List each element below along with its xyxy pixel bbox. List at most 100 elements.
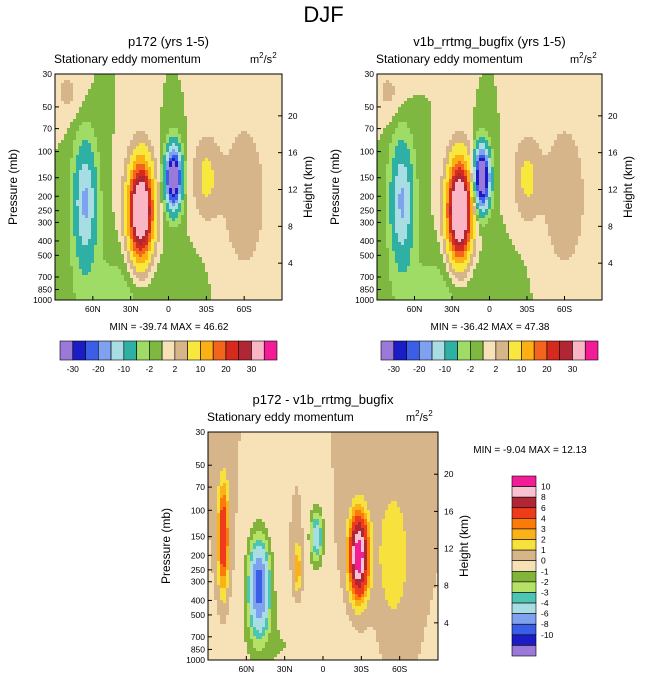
colorbar-label: 4 <box>541 513 546 523</box>
colorbar-box <box>444 340 458 361</box>
height-tick-label: 12 <box>288 185 298 195</box>
y-tick-label: 50 <box>196 460 206 470</box>
y-tick-label: 200 <box>38 191 52 201</box>
colorbar-box <box>511 592 537 604</box>
colorbar-label: 6 <box>541 503 546 513</box>
height-tick-label: 20 <box>608 111 618 121</box>
colorbar-label: 10 <box>541 482 551 492</box>
colorbar-box <box>511 507 537 519</box>
colorbar-box <box>200 340 214 361</box>
colorbar-box <box>161 340 176 361</box>
y-tick-label: 700 <box>360 272 374 282</box>
x-tick-label: 60N <box>85 304 101 314</box>
panel-title: p172 - v1b_rrtmg_bugfix <box>253 392 394 407</box>
colorbar-label: 3 <box>541 524 546 534</box>
y-tick-label: 850 <box>38 285 52 295</box>
colorbar-label: -10 <box>118 364 131 374</box>
colorbar-box <box>212 340 227 361</box>
y-tick-label: 30 <box>365 69 375 79</box>
height-tick-label: 12 <box>608 185 618 195</box>
min-max-stats: MIN = -39.74 MAX = 46.62 <box>110 322 229 333</box>
y-tick-label: 1000 <box>186 655 205 665</box>
colorbar-label: -2 <box>541 577 549 587</box>
colorbar-box <box>110 340 125 361</box>
colorbar-label: 2 <box>494 364 499 374</box>
colorbar-box <box>511 518 537 530</box>
colorbar-label: 8 <box>541 492 546 502</box>
colorbar-label: -30 <box>388 364 401 374</box>
height-tick-label: 8 <box>288 221 293 231</box>
colorbar-label: -30 <box>67 364 80 374</box>
height-tick-label: 4 <box>608 258 613 268</box>
y-tick-label: 70 <box>365 124 375 134</box>
y-axis-title-right: Height (km) <box>457 515 471 577</box>
y-tick-label: 850 <box>191 644 205 654</box>
colorbar-box <box>72 340 86 361</box>
colorbar-box <box>521 340 535 361</box>
x-tick-label: 0 <box>487 304 492 314</box>
y-tick-label: 300 <box>191 577 205 587</box>
colorbar-box <box>511 560 537 572</box>
y-tick-label: 500 <box>191 610 205 620</box>
colorbar-box <box>511 623 537 636</box>
colorbar-label: 20 <box>542 364 552 374</box>
colorbar-box <box>511 528 537 540</box>
y-tick-label: 700 <box>191 632 205 642</box>
units-label: m2/s2 <box>570 51 597 66</box>
y-tick-label: 300 <box>38 217 52 227</box>
colorbar-label: 30 <box>247 364 257 374</box>
y-tick-label: 150 <box>38 173 52 183</box>
y-tick-label: 1000 <box>355 295 374 305</box>
height-tick-label: 20 <box>288 111 298 121</box>
colorbar-box <box>508 340 522 361</box>
y-tick-label: 30 <box>196 427 206 437</box>
colorbar-box <box>123 340 137 361</box>
units-label: m2/s2 <box>406 409 433 424</box>
y-tick-label: 1000 <box>33 295 52 305</box>
colorbar-label: -10 <box>541 630 554 640</box>
colorbar-box <box>149 340 163 361</box>
colorbar-box <box>431 340 446 361</box>
panel-subtitle: Stationary eddy momentum <box>54 52 201 66</box>
x-tick-label: 60S <box>392 664 407 674</box>
colorbar-box <box>457 340 471 361</box>
colorbar-box <box>559 340 573 361</box>
colorbar-label: 1 <box>541 545 546 555</box>
x-tick-label: 30N <box>444 304 460 314</box>
x-tick-label: 30N <box>123 304 139 314</box>
height-tick-label: 4 <box>288 258 293 268</box>
y-tick-label: 500 <box>38 250 52 260</box>
colorbar-label: 10 <box>196 364 206 374</box>
colorbar-box <box>511 486 537 498</box>
y-tick-label: 250 <box>191 565 205 575</box>
y-tick-label: 50 <box>43 102 53 112</box>
colorbar-label: 30 <box>568 364 578 374</box>
contour-field <box>55 74 282 300</box>
y-tick-label: 300 <box>360 217 374 227</box>
x-tick-label: 30S <box>354 664 369 674</box>
x-tick-label: 60N <box>239 664 255 674</box>
height-tick-label: 20 <box>444 469 454 479</box>
y-tick-label: 700 <box>38 272 52 282</box>
y-axis-title: Pressure (mb) <box>328 149 342 225</box>
colorbar-label: -20 <box>92 364 105 374</box>
y-axis-title: Pressure (mb) <box>159 508 173 584</box>
colorbar-box <box>174 340 188 361</box>
colorbar-box <box>511 570 537 583</box>
y-tick-label: 400 <box>360 236 374 246</box>
units-label: m2/s2 <box>250 51 277 66</box>
panel-title: p172 (yrs 1-5) <box>128 34 209 49</box>
colorbar-label: -8 <box>541 619 549 629</box>
colorbar-box <box>85 340 99 361</box>
colorbar-box <box>511 549 537 562</box>
y-tick-label: 250 <box>38 206 52 216</box>
colorbar-box <box>511 475 537 487</box>
colorbar-box <box>511 539 537 551</box>
min-max-stats: MIN = -36.42 MAX = 47.38 <box>431 322 550 333</box>
colorbar-box <box>393 340 407 361</box>
colorbar-box <box>251 340 265 361</box>
colorbar-label: -4 <box>541 598 549 608</box>
y-tick-label: 500 <box>360 250 374 260</box>
y-axis-title: Pressure (mb) <box>6 149 20 225</box>
x-tick-label: 30N <box>277 664 293 674</box>
